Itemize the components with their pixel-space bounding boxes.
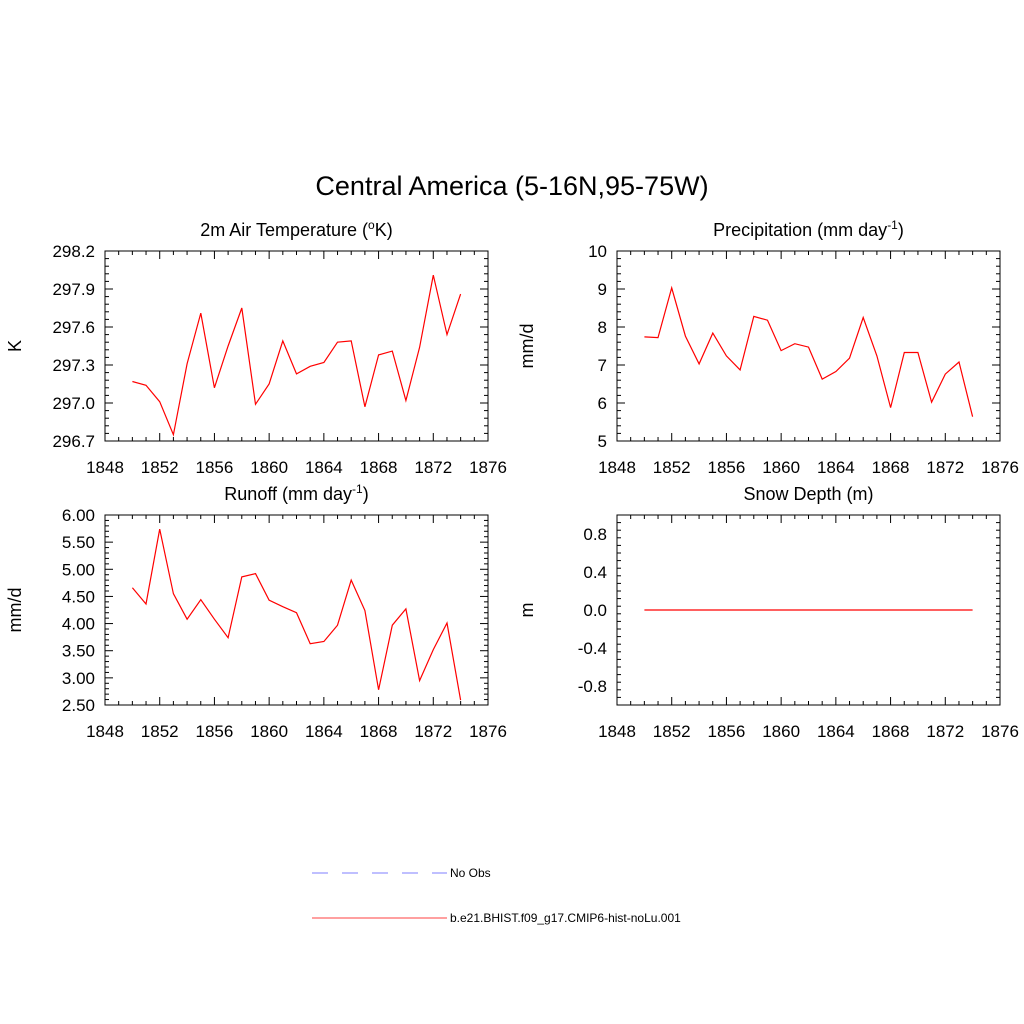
x-tick-label: 1872 xyxy=(926,458,964,477)
x-tick-label: 1868 xyxy=(360,722,398,741)
x-tick-label: 1864 xyxy=(817,722,855,741)
y-tick-label: 6 xyxy=(598,394,607,413)
y-tick-label: 9 xyxy=(598,280,607,299)
y-tick-label: 4.50 xyxy=(62,587,95,606)
y-tick-label: -0.4 xyxy=(578,639,607,658)
x-tick-label: 1856 xyxy=(196,458,234,477)
series-line xyxy=(132,274,462,437)
x-tick-label: 1864 xyxy=(305,722,343,741)
y-tick-label: 297.3 xyxy=(52,356,95,375)
x-tick-label: 1872 xyxy=(414,458,452,477)
plot-frame xyxy=(104,250,489,442)
panel-1: 2m Air Temperature (oK) K 1848 1852 1856 1860… xyxy=(5,218,507,477)
y-tick-label: 7 xyxy=(598,356,607,375)
y-tick-label: 4.00 xyxy=(62,615,95,634)
y-tick-label: 297.0 xyxy=(52,394,95,413)
series-line xyxy=(644,285,974,417)
y-axis-label: m xyxy=(517,603,537,618)
x-tick-label: 1856 xyxy=(196,722,234,741)
panel-4: Snow Depth (m) m 1848 1852 1856 1860 1864 1868 1… xyxy=(517,484,1019,741)
x-tick-label: 1864 xyxy=(817,458,855,477)
panel-3: Runoff (mm day-1) mm/d 1848 1852 1856 1860 186… xyxy=(5,482,507,741)
x-tick-label: 1868 xyxy=(872,458,910,477)
x-tick-label: 1872 xyxy=(926,722,964,741)
y-tick-label: 5.00 xyxy=(62,560,95,579)
panel-2: Precipitation (mm day-1) mm/d 1848 1852 1856… xyxy=(517,218,1019,477)
panels: 2m Air Temperature (oK) K 1848 1852 1856 1860… xyxy=(5,218,1019,741)
x-tick-label: 1860 xyxy=(762,458,800,477)
y-tick-label: -0.8 xyxy=(578,677,607,696)
x-tick-label: 1860 xyxy=(762,722,800,741)
x-tick-label: 1848 xyxy=(86,722,124,741)
x-tick-label: 1876 xyxy=(981,458,1019,477)
y-tick-label: 296.7 xyxy=(52,432,95,451)
y-axis-label: mm/d xyxy=(517,324,537,369)
x-tick-label: 1868 xyxy=(872,722,910,741)
y-tick-label: 10 xyxy=(588,242,607,261)
x-tick-label: 1856 xyxy=(708,458,746,477)
x-tick-label: 1872 xyxy=(414,722,452,741)
legend-label-no-obs: No Obs xyxy=(450,866,491,880)
plot-frame xyxy=(616,250,1001,442)
y-tick-label: 5 xyxy=(598,432,607,451)
y-tick-label: 298.2 xyxy=(52,242,95,261)
legend: No Obs b.e21.BHIST.f09_g17.CMIP6-hist-noL… xyxy=(312,866,681,925)
x-tick-label: 1860 xyxy=(250,722,288,741)
x-tick-label: 1876 xyxy=(469,722,507,741)
x-tick-label: 1852 xyxy=(141,458,179,477)
panel-title: Snow Depth (m) xyxy=(743,484,873,504)
x-tick-label: 1848 xyxy=(598,458,636,477)
x-tick-label: 1852 xyxy=(653,458,691,477)
y-tick-label: 6.00 xyxy=(62,506,95,525)
x-tick-label: 1860 xyxy=(250,458,288,477)
x-tick-label: 1848 xyxy=(598,722,636,741)
y-axis-label: K xyxy=(5,340,25,352)
panel-title: Precipitation (mm day-1) xyxy=(713,218,904,240)
y-tick-label: 3.00 xyxy=(62,669,95,688)
x-tick-label: 1856 xyxy=(708,722,746,741)
y-tick-label: 2.50 xyxy=(62,696,95,715)
y-tick-label: 297.6 xyxy=(52,318,95,337)
x-tick-label: 1864 xyxy=(305,458,343,477)
x-tick-label: 1852 xyxy=(141,722,179,741)
y-tick-label: 8 xyxy=(598,318,607,337)
main-title: Central America (5-16N,95-75W) xyxy=(315,171,708,201)
y-tick-label: 3.50 xyxy=(62,642,95,661)
panel-title: 2m Air Temperature (oK) xyxy=(200,218,392,240)
y-tick-label: 0.8 xyxy=(583,525,607,544)
x-tick-label: 1876 xyxy=(981,722,1019,741)
y-tick-label: 297.9 xyxy=(52,280,95,299)
x-tick-label: 1876 xyxy=(469,458,507,477)
panel-title: Runoff (mm day-1) xyxy=(224,482,368,504)
y-tick-label: 0.0 xyxy=(583,601,607,620)
legend-label-model: b.e21.BHIST.f09_g17.CMIP6-hist-noLu.001 xyxy=(450,911,681,925)
y-tick-label: 0.4 xyxy=(583,563,607,582)
y-axis-label: mm/d xyxy=(5,588,25,633)
series-line xyxy=(131,528,462,701)
x-tick-label: 1852 xyxy=(653,722,691,741)
y-tick-label: 5.50 xyxy=(62,533,95,552)
x-tick-label: 1848 xyxy=(86,458,124,477)
x-tick-label: 1868 xyxy=(360,458,398,477)
